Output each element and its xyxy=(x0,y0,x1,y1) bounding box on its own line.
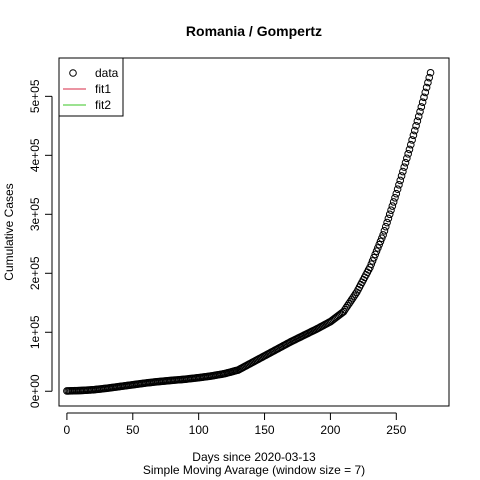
data-point xyxy=(397,172,406,180)
data-point xyxy=(375,240,383,249)
legend-box xyxy=(58,57,124,117)
x-tick-label: 0 xyxy=(64,423,71,437)
y-tick-label: 1e+05 xyxy=(28,315,42,349)
legend-data-marker xyxy=(69,69,77,77)
data-point xyxy=(381,222,390,231)
data-point xyxy=(410,126,419,135)
x-axis-sublabel: Simple Moving Avarage (window size = 7) xyxy=(143,463,365,477)
x-axis: 0 50 100 150 200 250 xyxy=(64,412,407,437)
data-point xyxy=(387,206,395,214)
data-point xyxy=(409,131,418,140)
legend-fit2-label: fit2 xyxy=(95,98,111,112)
plot-frame xyxy=(58,57,450,407)
data-point xyxy=(343,301,352,310)
data-point xyxy=(418,98,427,107)
data-point xyxy=(374,244,382,252)
data-point xyxy=(396,176,405,185)
x-tick-label: 50 xyxy=(126,423,140,437)
data-point xyxy=(370,253,378,262)
data-point xyxy=(384,214,393,223)
data-point xyxy=(416,107,424,116)
data-point xyxy=(391,193,399,202)
data-point xyxy=(380,227,389,235)
data-point xyxy=(395,181,403,189)
data-point xyxy=(414,112,423,121)
legend: data fit1 fit2 xyxy=(58,57,124,117)
data-point xyxy=(417,103,426,111)
legend-data-label: data xyxy=(95,66,119,80)
data-point xyxy=(376,237,385,246)
data-point xyxy=(385,210,394,219)
data-point xyxy=(368,257,377,265)
chart-title: Romania / Gompertz xyxy=(186,23,322,39)
y-axis: 0e+00 1e+05 2e+05 3e+05 4e+05 5e+05 xyxy=(28,79,53,408)
x-tick-label: 250 xyxy=(386,423,406,437)
data-point xyxy=(413,117,422,125)
data-point xyxy=(379,231,387,239)
data-point xyxy=(420,93,428,102)
data-point xyxy=(339,307,348,316)
data-point xyxy=(366,263,374,272)
data-point xyxy=(347,296,356,304)
data-point xyxy=(403,154,411,163)
data-point xyxy=(401,158,410,167)
x-tick-label: 100 xyxy=(189,423,209,437)
data-point xyxy=(388,202,397,210)
data-point xyxy=(383,218,391,227)
data-point xyxy=(346,298,354,306)
data-point xyxy=(422,83,431,92)
y-tick-label: 0e+00 xyxy=(28,374,42,408)
data-point xyxy=(392,189,401,198)
data-point xyxy=(341,305,349,314)
data-points xyxy=(63,68,435,395)
y-tick-label: 4e+05 xyxy=(28,138,42,172)
data-point xyxy=(408,136,416,144)
data-point xyxy=(393,185,402,194)
x-tick-label: 200 xyxy=(320,423,340,437)
x-tick-label: 150 xyxy=(255,423,275,437)
y-tick-label: 3e+05 xyxy=(28,197,42,231)
y-tick-label: 5e+05 xyxy=(28,79,42,113)
data-point xyxy=(342,303,351,312)
data-point xyxy=(351,290,360,298)
y-axis-label: Cumulative Cases xyxy=(2,183,16,280)
data-point xyxy=(421,88,430,97)
data-point xyxy=(350,292,358,300)
x-axis-label: Days since 2020-03-13 xyxy=(192,450,316,464)
y-tick-label: 2e+05 xyxy=(28,256,42,290)
data-point xyxy=(371,250,380,259)
data-point xyxy=(345,300,353,308)
data-point xyxy=(399,167,407,176)
data-point xyxy=(405,145,414,154)
data-point xyxy=(425,73,434,82)
data-point xyxy=(372,247,381,255)
data-point xyxy=(400,163,409,171)
data-point xyxy=(424,78,432,87)
data-point xyxy=(389,198,398,206)
data-point xyxy=(426,68,435,77)
data-point xyxy=(404,150,412,158)
data-point xyxy=(349,294,357,302)
legend-fit1-label: fit1 xyxy=(95,82,111,96)
data-point xyxy=(367,260,376,268)
data-point xyxy=(406,140,415,149)
data-point xyxy=(412,122,420,130)
data-point xyxy=(378,234,386,242)
